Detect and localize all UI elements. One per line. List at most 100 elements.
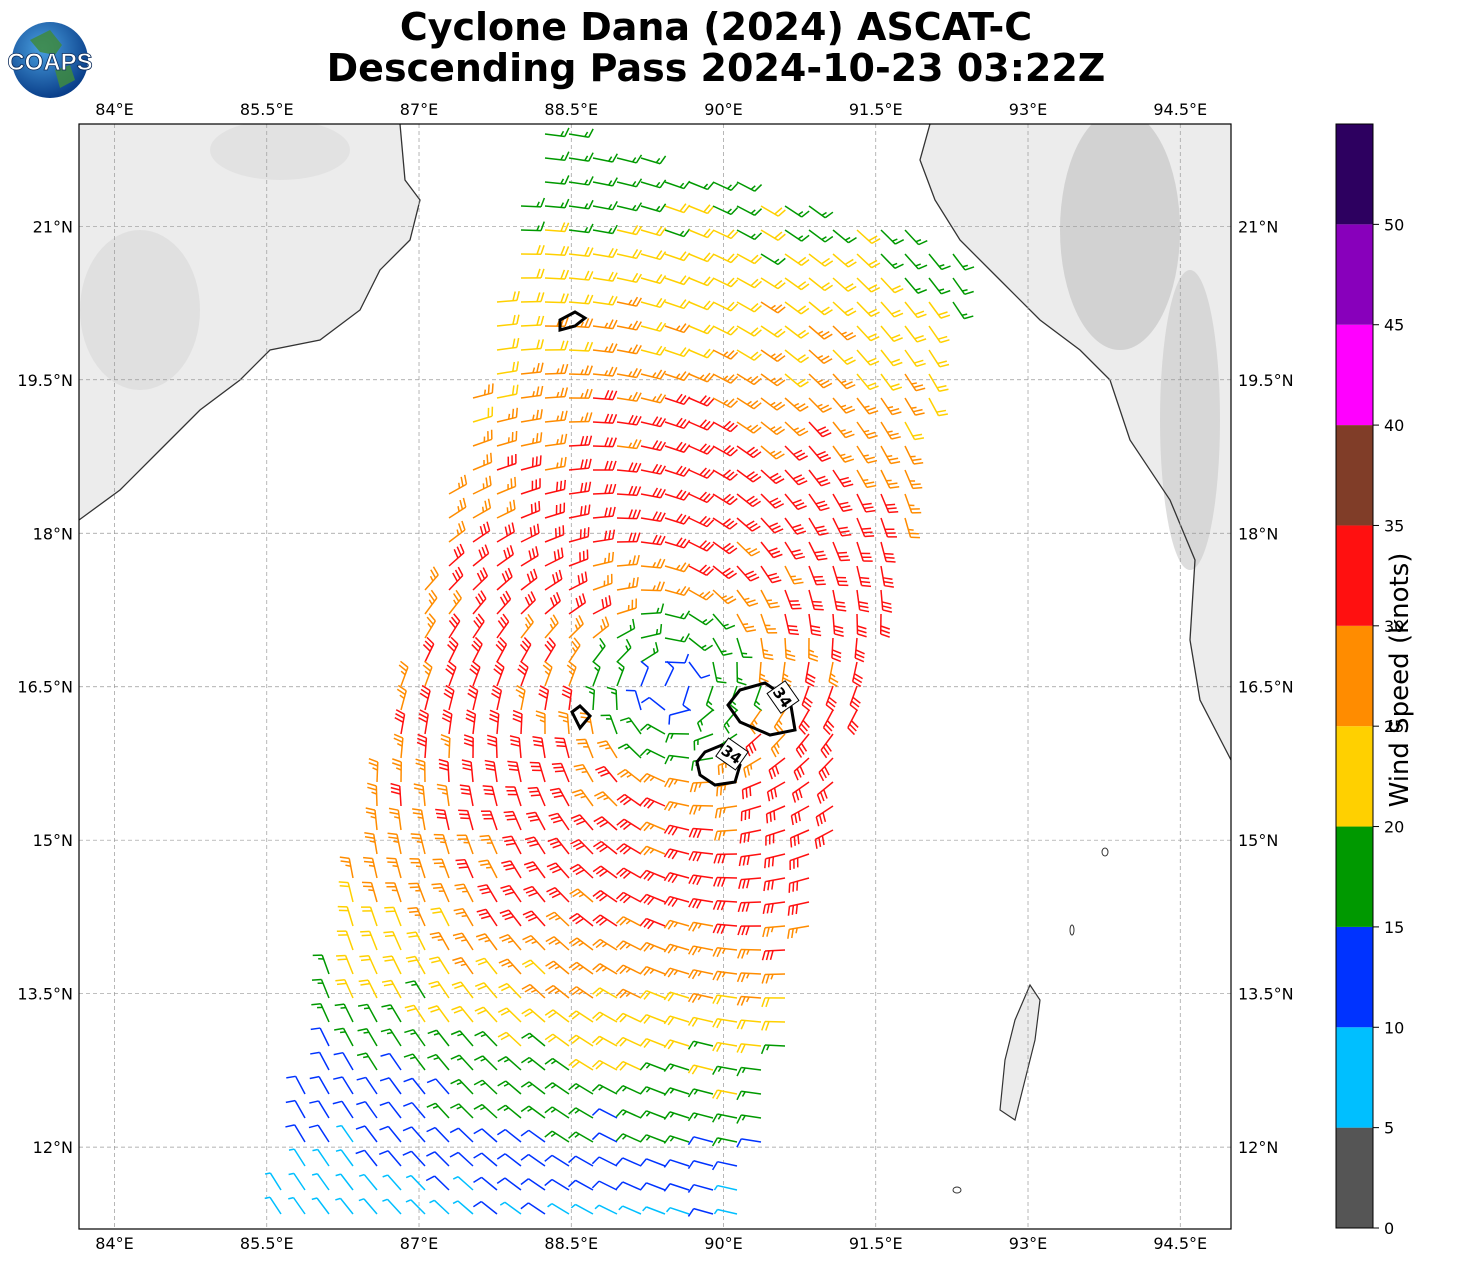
- wind-barb: [616, 638, 632, 663]
- wind-barb: [458, 809, 474, 831]
- wind-barb: [568, 1010, 594, 1023]
- wind-barb: [409, 858, 426, 879]
- wind-barb: [473, 1176, 498, 1191]
- wind-barb: [816, 781, 834, 804]
- wind-barb: [497, 1104, 522, 1119]
- wind-barb: [592, 637, 606, 663]
- wind-barb: [356, 1076, 378, 1095]
- wind-barb: [473, 1055, 498, 1071]
- wind-barb: [736, 995, 762, 1006]
- wind-barb: [592, 153, 618, 163]
- wind-barb: [615, 988, 642, 999]
- wind-barb: [569, 863, 594, 879]
- wind-barb: [854, 637, 865, 663]
- lat-tick-label: 12°N: [1238, 1138, 1278, 1157]
- wind-barb: [542, 660, 553, 687]
- lon-tick-label: 93°E: [1009, 1234, 1047, 1253]
- wind-barb: [688, 300, 715, 311]
- wind-barb: [383, 930, 402, 951]
- wind-barb: [592, 413, 618, 424]
- wind-barb: [664, 228, 691, 238]
- wind-barb: [928, 301, 951, 319]
- wind-barb: [664, 180, 691, 190]
- wind-barb: [688, 945, 714, 956]
- wind-barb: [784, 325, 810, 339]
- wind-barb: [741, 781, 762, 800]
- wind-barb: [625, 689, 642, 711]
- wind-barb: [808, 493, 830, 512]
- wind-barb: [544, 340, 569, 351]
- wind-barb: [544, 1033, 570, 1047]
- wind-barb: [928, 349, 950, 368]
- wind-barb: [520, 478, 541, 495]
- wind-barb: [713, 853, 738, 864]
- wind-barb: [880, 493, 899, 514]
- wind-barb: [760, 253, 786, 266]
- wind-barb: [388, 807, 402, 831]
- wind-barb: [544, 591, 561, 615]
- wind-barb: [546, 886, 570, 903]
- wind-barb: [784, 301, 810, 315]
- wind-barb: [615, 916, 642, 927]
- wind-barb: [828, 661, 839, 687]
- colorbar-tick-label: 0: [1384, 1219, 1394, 1238]
- wind-barb: [405, 1174, 426, 1191]
- wind-barb: [712, 397, 739, 409]
- wind-barb: [311, 1173, 330, 1191]
- wind-barb: [736, 229, 763, 241]
- wind-barb: [664, 371, 691, 382]
- wind-barb: [640, 345, 667, 356]
- wind-barb: [382, 955, 402, 975]
- wind-barb: [547, 1203, 570, 1215]
- wind-barb: [687, 1040, 714, 1050]
- wind-barb: [880, 517, 897, 538]
- wind-barb: [664, 562, 691, 573]
- wind-barb: [386, 857, 402, 879]
- wind-barb: [688, 564, 715, 576]
- wind-barb: [336, 954, 354, 975]
- wind-barb: [760, 301, 786, 314]
- wind-barb: [664, 513, 691, 525]
- wind-barb: [452, 1200, 474, 1215]
- wind-barb: [527, 786, 546, 807]
- wind-barb: [435, 808, 450, 831]
- wind-barb: [515, 685, 526, 711]
- lon-tick-label: 84°E: [95, 1234, 133, 1253]
- colorbar-label: Wind Speed (knots): [1385, 552, 1415, 808]
- wind-barb: [639, 965, 666, 976]
- wind-barb: [496, 476, 517, 495]
- wind-barb: [664, 610, 691, 620]
- wind-barb: [832, 445, 855, 463]
- wind-barb: [736, 565, 760, 582]
- wind-barb: [520, 501, 541, 519]
- lat-tick-label: 19.5°N: [17, 371, 73, 390]
- wind-barb: [358, 979, 378, 999]
- wind-barb: [521, 959, 546, 975]
- wind-barb: [403, 1101, 426, 1119]
- wind-barb: [616, 768, 642, 783]
- wind-barb: [736, 972, 762, 983]
- wind-barb: [904, 373, 926, 392]
- wind-barb: [688, 348, 715, 359]
- chart-subtitle: Descending Pass 2024-10-23 03:22Z: [326, 46, 1106, 90]
- lon-tick-labels-top: 84°E 85.5°E 87°E 88.5°E 90°E 91.5°E 93°E 94.5°E: [95, 100, 1207, 119]
- wind-barb: [737, 948, 762, 959]
- wind-barb: [381, 979, 402, 999]
- chart-title: Cyclone Dana (2024) ASCAT-C: [399, 5, 1033, 49]
- lon-tick-label: 88.5°E: [544, 1234, 598, 1253]
- wind-barb: [500, 884, 522, 903]
- wind-barb: [568, 961, 594, 975]
- wind-barb: [365, 807, 378, 831]
- wind-barb: [568, 986, 594, 999]
- wind-barb: [928, 325, 950, 344]
- wind-barb: [523, 885, 546, 903]
- wind-barb: [568, 246, 594, 258]
- wind-barb: [524, 836, 546, 855]
- wind-barb: [523, 861, 546, 879]
- wind-barb: [592, 224, 618, 235]
- wind-barb: [595, 765, 618, 783]
- wind-barb: [489, 709, 500, 735]
- wind-barb: [736, 277, 762, 289]
- wind-barb: [568, 615, 584, 639]
- wind-barb: [712, 181, 739, 192]
